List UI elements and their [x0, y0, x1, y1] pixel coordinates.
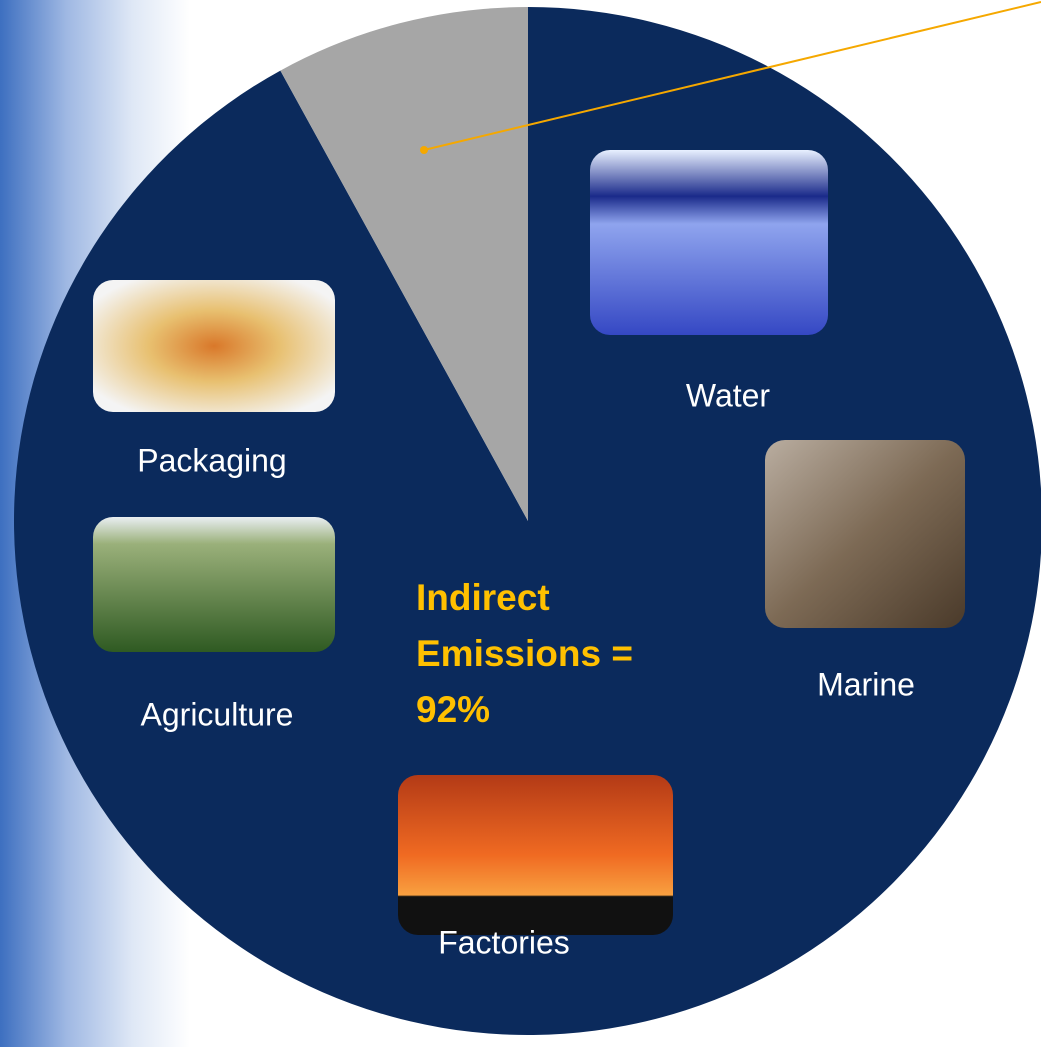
packaging-photo	[93, 280, 335, 412]
value-label: 92%	[416, 689, 490, 730]
photos	[93, 150, 965, 935]
image-label: Factories	[438, 924, 570, 960]
annotation: Indirect	[416, 577, 550, 618]
arrow-head	[420, 146, 428, 154]
image-label: Agriculture	[141, 696, 294, 732]
agriculture-photo	[93, 517, 335, 652]
image-label: Water	[686, 377, 771, 413]
pie-slice	[280, 7, 528, 521]
annotation: Emissions =	[416, 633, 633, 674]
water-photo	[590, 150, 828, 335]
factories-photo	[398, 775, 673, 935]
image-label: Marine	[817, 666, 915, 702]
marine-photo	[765, 440, 965, 628]
image-label: Packaging	[137, 442, 286, 478]
pointer-arrow	[423, 1, 1041, 151]
